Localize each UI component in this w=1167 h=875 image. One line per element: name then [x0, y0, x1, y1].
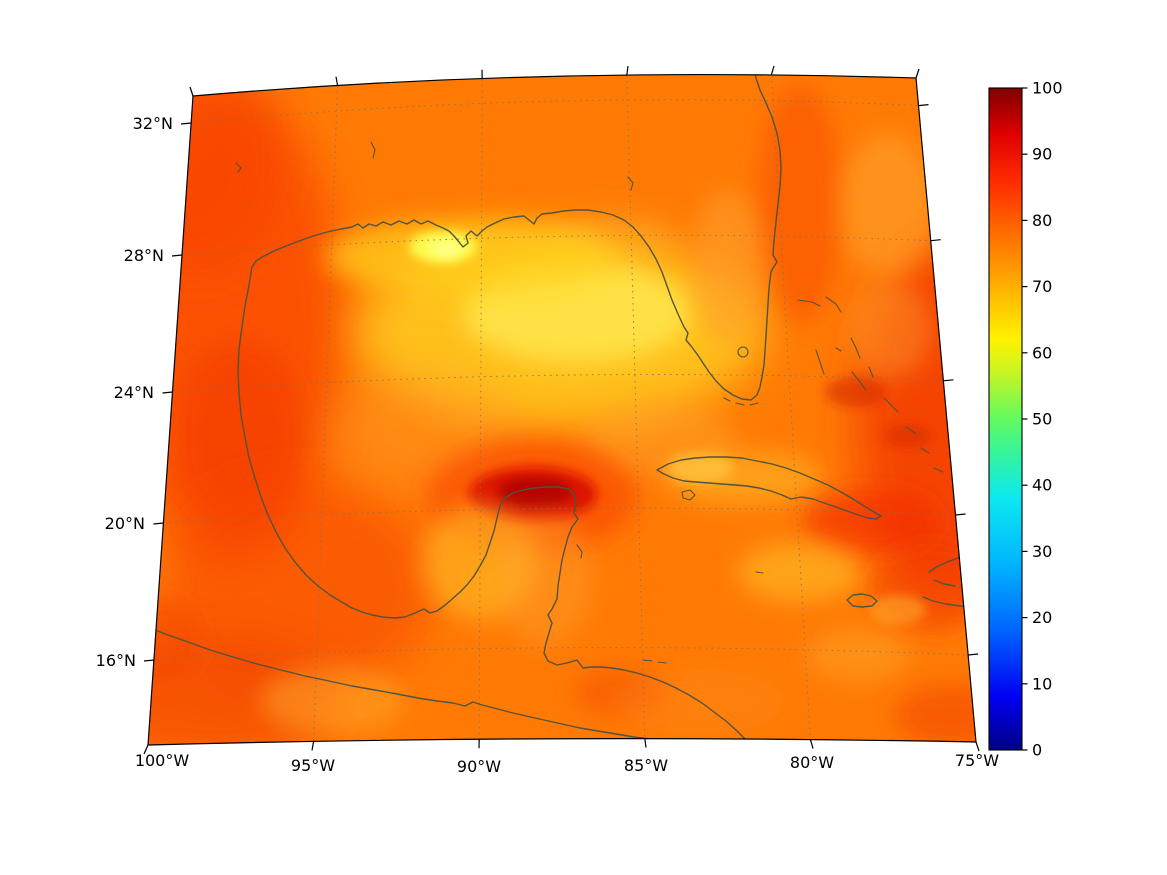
map-frame: [147, 73, 977, 746]
field-blob: [148, 598, 202, 682]
islands-bahamas: [797, 296, 944, 473]
coastlines: [149, 74, 976, 741]
small-lakes: [235, 141, 634, 191]
lon-tick-label-85w: 85°W: [624, 756, 668, 775]
field-blob: [848, 282, 932, 378]
tick-top-95w: [335, 76, 339, 86]
field-blob: [884, 424, 932, 448]
tick-lon-85w: [644, 738, 647, 748]
island-cayman: [755, 571, 764, 574]
tick-lon-75w: [975, 741, 980, 752]
colorbar-gradient: [988, 87, 1023, 751]
tick-right-20n: [955, 513, 966, 516]
tick-lat-24n: [162, 391, 173, 394]
graticule: [153, 74, 969, 742]
field-blob: [840, 133, 936, 277]
tick-lat-28n: [171, 254, 183, 257]
island-cozumel: [576, 544, 583, 559]
tick-lat-32n: [180, 122, 192, 125]
tick-right-24n: [943, 379, 954, 382]
colorbar-labels: 100 90 80 70 60 50 40 30 20 10 0: [1032, 79, 1063, 760]
lon-tick-label-95w: 95°W: [291, 756, 335, 775]
colorbar-tick-label-20: 20: [1032, 608, 1052, 627]
coastline-cuba: [656, 456, 882, 520]
colorbar-tick-label-100: 100: [1032, 79, 1063, 98]
tick-lon-100w: [143, 744, 149, 755]
field-blob: [804, 490, 940, 554]
lat-tick-label-24n: 24°N: [114, 383, 154, 402]
islands-bay-islands: [642, 659, 667, 664]
tick-lon-95w: [311, 741, 315, 751]
tick-lon-80w: [809, 739, 814, 749]
map-area: [148, 74, 976, 746]
field-blob: [430, 240, 462, 258]
florida-keys: [723, 397, 759, 406]
colorbar-tick-label-70: 70: [1032, 277, 1052, 296]
colorbar-tick-label-40: 40: [1032, 476, 1052, 495]
field-blob: [825, 377, 885, 407]
field-blob: [496, 478, 572, 508]
colorbar-tick-label-60: 60: [1032, 343, 1052, 362]
field-blob: [692, 190, 764, 346]
lon-tick-label-80w: 80°W: [790, 753, 834, 772]
colorbar-tick-label-80: 80: [1032, 211, 1052, 230]
island-isle-of-youth: [681, 489, 696, 501]
lon-tick-label-100w: 100°W: [135, 751, 190, 770]
tick-right-28n: [930, 239, 941, 242]
field-blob: [738, 542, 862, 602]
field-blob: [894, 684, 976, 746]
colorbar-tick-label-0: 0: [1032, 741, 1042, 760]
island-jamaica: [846, 593, 878, 608]
coastline-pacific-mexico: [149, 627, 651, 740]
coastline-yucatan-central-america: [351, 486, 747, 741]
tick-top-75w: [915, 68, 920, 79]
graticule-parallel-24n: [172, 374, 944, 393]
tick-right-32n: [918, 104, 929, 107]
colorbar-ticks: [1022, 87, 1028, 751]
lon-tick-label-90w: 90°W: [457, 757, 501, 776]
field-blob: [758, 85, 842, 325]
lat-tick-label-20n: 20°N: [105, 514, 145, 533]
tick-right-16n: [968, 653, 979, 656]
graticule-meridian-95w: [313, 85, 339, 742]
tick-lat-20n: [153, 522, 164, 525]
colorbar-tick-label-30: 30: [1032, 542, 1052, 561]
graticule-parallel-28n: [181, 234, 931, 256]
tick-top-80w: [770, 65, 775, 76]
graticule-parallel-32n: [190, 99, 919, 124]
field-blob: [666, 453, 734, 483]
lat-tick-label-16n: 16°N: [96, 651, 136, 670]
field-blob: [870, 595, 926, 625]
lon-tick-label-75w: 75°W: [955, 751, 999, 770]
field-blob: [148, 74, 280, 270]
colorbar-tick-label-50: 50: [1032, 410, 1052, 429]
field-blob: [497, 510, 593, 646]
axis-labels: 32°N 28°N 24°N 20°N 16°N 100°W 95°W 90°W…: [96, 114, 1000, 776]
tick-top-100w: [189, 86, 194, 97]
graticule-meridian-90w: [478, 78, 483, 740]
graticule-meridian-85w: [626, 75, 646, 739]
coastline-gulf-us-florida-atlantic: [237, 74, 782, 609]
field-blob: [325, 219, 615, 295]
lake-okeechobee: [737, 346, 749, 358]
graticule-parallel-16n: [153, 647, 969, 661]
colorbar: 100 90 80 70 60 50 40 30 20 10 0: [988, 79, 1063, 760]
axis-ticks: [143, 65, 980, 755]
colorbar-tick-label-90: 90: [1032, 145, 1052, 164]
field-blob: [806, 629, 910, 681]
field-blob: [260, 667, 404, 733]
lat-tick-label-32n: 32°N: [133, 114, 173, 133]
colorbar-tick-label-10: 10: [1032, 674, 1052, 693]
tick-lat-16n: [143, 659, 155, 662]
tick-top-85w: [626, 66, 629, 76]
graticule-parallel-20n: [163, 507, 956, 524]
lat-tick-label-28n: 28°N: [124, 246, 164, 265]
